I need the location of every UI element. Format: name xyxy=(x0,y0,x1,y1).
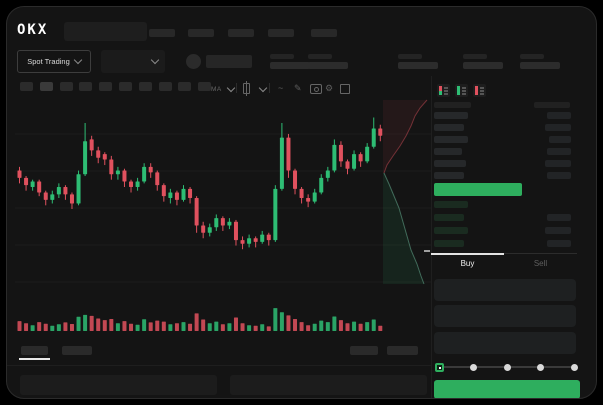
stat-value-5 xyxy=(520,62,560,69)
nav-item-1[interactable] xyxy=(149,29,175,37)
ask-price-placeholder xyxy=(434,124,464,131)
app-window: OKX Spot Trading Buy Sell MA ~ ✎ ⚙ xyxy=(6,6,597,399)
pair-selector-dropdown[interactable] xyxy=(101,50,165,73)
stat-value-2 xyxy=(308,62,348,69)
ma-indicator-icon[interactable]: MA xyxy=(211,86,222,93)
timeframe-button-8[interactable] xyxy=(158,82,172,91)
divider xyxy=(269,83,270,93)
slider-stop-25pct[interactable] xyxy=(470,364,477,371)
ask-price-placeholder xyxy=(434,112,468,119)
ask-amount-placeholder xyxy=(547,112,571,119)
ask-amount-placeholder xyxy=(545,160,571,167)
orders-panel-placeholder xyxy=(230,375,427,395)
draw-tool-icon[interactable]: ✎ xyxy=(294,83,302,93)
stat-value-4 xyxy=(463,62,503,69)
screenshot-icon[interactable] xyxy=(310,82,322,94)
stat-label-3 xyxy=(398,54,422,59)
coin-logo-icon xyxy=(186,54,201,69)
order-input-1[interactable] xyxy=(434,279,576,301)
stat-label-4 xyxy=(463,54,487,59)
slider-stop-50pct[interactable] xyxy=(504,364,511,371)
ask-price-placeholder xyxy=(434,136,468,143)
ask-amount-placeholder xyxy=(549,136,571,143)
orders-panel-placeholder xyxy=(20,375,217,395)
line-type-icon[interactable]: ~ xyxy=(278,83,284,93)
tab-sell[interactable]: Sell xyxy=(533,258,548,268)
timeframe-button-9[interactable] xyxy=(178,82,192,91)
market-type-dropdown[interactable]: Spot Trading xyxy=(17,50,91,73)
divider xyxy=(7,365,431,366)
buy-submit-button[interactable] xyxy=(434,380,580,398)
timeframe-button-6[interactable] xyxy=(119,82,132,91)
okx-logo[interactable]: OKX xyxy=(17,22,49,38)
chevron-down-icon[interactable] xyxy=(226,82,236,94)
timeframe-button-3[interactable] xyxy=(59,82,73,91)
fullscreen-icon[interactable] xyxy=(340,82,350,94)
stat-value-3 xyxy=(398,62,438,69)
candlestick-chart[interactable] xyxy=(15,98,431,344)
timeframe-button-4[interactable] xyxy=(79,82,93,91)
market-type-label: Spot Trading xyxy=(27,57,70,66)
divider xyxy=(236,83,237,93)
active-tab-underline xyxy=(19,358,50,360)
nav-item-5[interactable] xyxy=(311,29,337,37)
ask-price-placeholder xyxy=(434,172,464,179)
bottom-tab-history[interactable] xyxy=(62,346,92,355)
bid-amount-placeholder xyxy=(547,214,571,221)
order-input-2[interactable] xyxy=(434,305,576,327)
ask-price-placeholder xyxy=(434,160,466,167)
bid-price-placeholder xyxy=(434,227,468,234)
candle-style-icon[interactable] xyxy=(243,81,250,96)
bottom-action-2[interactable] xyxy=(387,346,418,355)
timeframe-button-10[interactable] xyxy=(198,82,212,91)
nav-item-3[interactable] xyxy=(228,29,254,37)
slider-stop-100pct[interactable] xyxy=(571,364,578,371)
timeframe-button-7[interactable] xyxy=(138,82,152,91)
divider xyxy=(504,253,577,254)
ask-price-placeholder xyxy=(434,148,462,155)
bid-amount-placeholder xyxy=(545,227,571,234)
slider-stop-75pct[interactable] xyxy=(537,364,544,371)
last-price-tick xyxy=(424,250,430,252)
stat-value-1 xyxy=(270,62,310,69)
bottom-action-1[interactable] xyxy=(350,346,378,355)
trade-sidebar xyxy=(431,76,596,398)
stat-label-5 xyxy=(520,54,544,59)
order-input-3[interactable] xyxy=(434,332,576,354)
ask-amount-placeholder xyxy=(545,124,571,131)
settings-icon[interactable]: ⚙ xyxy=(325,83,334,93)
orderbook-header-amount xyxy=(534,102,570,108)
buy-tab-indicator xyxy=(431,253,504,255)
search-input[interactable] xyxy=(64,22,147,41)
nav-item-4[interactable] xyxy=(268,29,294,37)
chevron-down-icon[interactable] xyxy=(258,82,268,94)
timeframe-button-5[interactable] xyxy=(99,82,113,91)
tab-buy[interactable]: Buy xyxy=(460,258,475,268)
ask-amount-placeholder xyxy=(547,148,571,155)
timeframe-button-2[interactable] xyxy=(39,82,53,91)
stat-label-1 xyxy=(270,54,294,59)
stat-label-2 xyxy=(308,54,332,59)
bid-price-placeholder xyxy=(434,240,464,247)
bid-price-placeholder xyxy=(434,214,464,221)
ask-amount-placeholder xyxy=(547,172,571,179)
nav-item-2[interactable] xyxy=(188,29,214,37)
book-asks-only-icon[interactable] xyxy=(473,84,486,97)
chevron-down-icon xyxy=(73,55,83,65)
bottom-tab-orders[interactable] xyxy=(21,346,48,355)
book-combined-icon[interactable] xyxy=(437,84,450,97)
orderbook-header-price xyxy=(434,102,471,108)
last-price-bar[interactable] xyxy=(434,183,522,196)
pair-name-placeholder xyxy=(206,55,252,68)
chevron-down-icon xyxy=(150,55,160,65)
timeframe-button-1[interactable] xyxy=(20,82,33,91)
bid-amount-placeholder xyxy=(547,240,571,247)
slider-stop-0pct[interactable] xyxy=(435,363,444,372)
book-bids-only-icon[interactable] xyxy=(455,84,468,97)
bid-price-placeholder xyxy=(434,201,468,208)
